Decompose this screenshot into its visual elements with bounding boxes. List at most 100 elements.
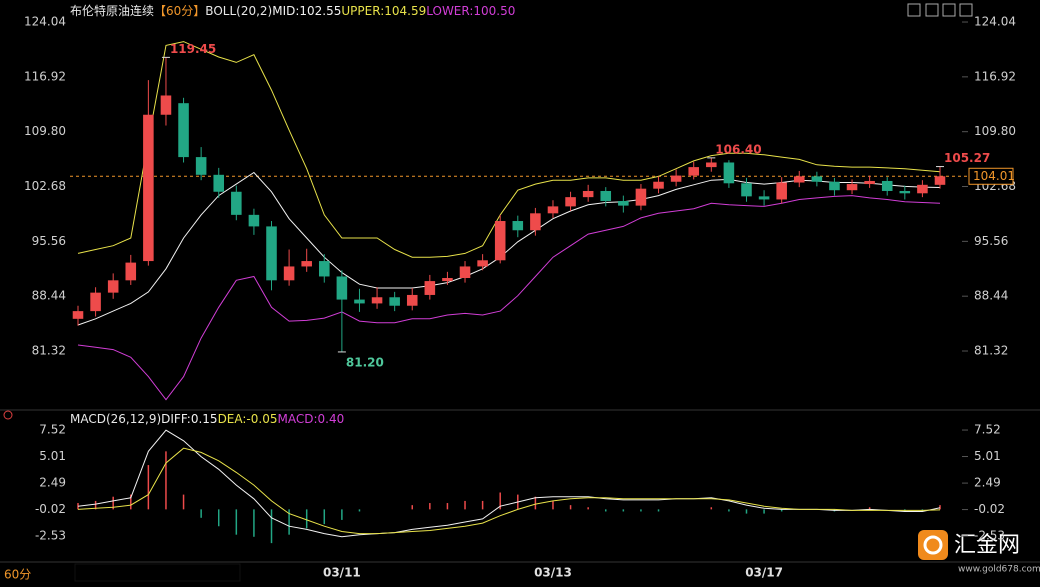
candle-body (459, 266, 471, 279)
tool-button[interactable] (907, 3, 921, 17)
candle-body (688, 167, 699, 176)
candle-body (231, 191, 242, 215)
annotation: 119.45 (170, 42, 216, 56)
current-price-label: 104.01 (973, 169, 1015, 183)
candle-body (90, 292, 101, 312)
candle-body (143, 114, 154, 262)
y-tick-label-right: 95.56 (974, 234, 1008, 248)
macd-tick-label: 7.52 (39, 423, 66, 437)
candle-body (107, 280, 119, 293)
candle-body (283, 266, 295, 281)
candle-body (864, 180, 875, 185)
candle-body (635, 188, 647, 206)
panel-icon[interactable] (3, 410, 13, 420)
macd-tick-label: 2.49 (39, 476, 66, 490)
candle-body (899, 190, 911, 194)
boll-line (77, 41, 941, 258)
logo-name: 汇金网 (954, 533, 1020, 558)
boll-line (77, 195, 941, 401)
macd-tick-label-right: -2.53 (974, 529, 1005, 543)
candle-body (389, 297, 400, 306)
logo: 汇金网 www.gold678.com (918, 530, 1040, 575)
period: 【60分】 (154, 4, 205, 18)
title: 布伦特原油连续 (70, 3, 154, 18)
candle-body (934, 176, 946, 185)
candle-body (793, 176, 805, 183)
redaction (74, 563, 241, 582)
tool-button[interactable] (925, 3, 939, 17)
candle-body (881, 180, 893, 191)
candle-body (178, 103, 189, 158)
band-label: LOWER:100.50 (426, 4, 515, 18)
macd-tick-label: 5.01 (39, 449, 66, 463)
candle-body (917, 184, 928, 194)
candle-body (758, 196, 770, 200)
candle-body (319, 261, 330, 277)
candle-body (600, 190, 612, 201)
y-tick-label: 124.04 (24, 15, 66, 29)
annotation: 106.40 (715, 142, 761, 156)
candle-body (565, 197, 576, 207)
macd-tick-label-right: 5.01 (974, 449, 1001, 463)
candle-body (424, 281, 436, 295)
macd-title: MACD(26,12,9)DIFF:0.15DEA:-0.05MACD:0.40 (70, 412, 344, 426)
candle-body (213, 174, 225, 192)
candle-body (653, 181, 664, 189)
y-tick-label-right: 88.44 (974, 289, 1008, 303)
candle-body (811, 176, 823, 182)
candle-body (582, 190, 594, 198)
x-tick-label: 03/13 (534, 566, 572, 580)
indicator: BOLL(20,2) (205, 4, 272, 18)
macd-line-label: DIFF:0.15 (161, 412, 217, 426)
candle-body (72, 311, 84, 319)
y-tick-label: 102.68 (24, 179, 66, 193)
y-tick-label: 109.80 (24, 124, 66, 138)
y-tick-label-right: 124.04 (974, 15, 1016, 29)
candle-body (248, 214, 260, 227)
y-tick-label: 95.56 (32, 234, 66, 248)
y-tick-label: 81.32 (32, 344, 66, 358)
y-tick-label: 116.92 (24, 69, 66, 83)
macd-hist-label: MACD:0.40 (277, 412, 344, 426)
x-tick-label: 03/17 (745, 566, 783, 580)
macd-tick-label-right: 7.52 (974, 423, 1001, 437)
tool-button[interactable] (942, 3, 956, 17)
candle-body (741, 183, 752, 197)
candle-body (336, 276, 348, 300)
candle-body (266, 226, 277, 281)
annotation: 81.20 (346, 355, 384, 369)
candle-body (618, 200, 629, 206)
macd-name: MACD(26,12,9) (70, 412, 161, 426)
y-tick-label: 88.44 (32, 289, 66, 303)
current-price-box (968, 167, 1014, 185)
macd-tick-label: -2.53 (35, 529, 66, 543)
y-tick-label-right: 81.32 (974, 344, 1008, 358)
candle-body (829, 181, 840, 191)
candle-body (670, 175, 682, 182)
candle-body (442, 278, 453, 282)
candle-body (301, 261, 312, 267)
band-label: UPPER:104.59 (341, 4, 426, 18)
x-tick-label: 03/11 (323, 566, 361, 580)
logo-mark (923, 535, 943, 555)
candle-body (477, 260, 488, 267)
candle-body (512, 221, 524, 231)
toolbar (907, 3, 973, 17)
period-tab[interactable]: 60分 (4, 568, 31, 582)
tool-button[interactable] (959, 3, 973, 17)
candle-body (776, 182, 787, 200)
candle-body (160, 95, 172, 115)
macd-tick-label-right: 2.49 (974, 476, 1001, 490)
macd-tick-label: -0.02 (35, 502, 66, 516)
band-label: MID:102.55 (272, 4, 341, 18)
candle-body (354, 299, 365, 304)
candle-body (846, 184, 858, 191)
logo-url: www.gold678.com (958, 565, 1040, 575)
annotation: 105.27 (944, 151, 990, 165)
candle-body (530, 213, 541, 231)
logo-icon (918, 530, 948, 560)
candle-body (494, 221, 506, 261)
macd-line (77, 447, 941, 535)
candle-body (547, 206, 559, 214)
